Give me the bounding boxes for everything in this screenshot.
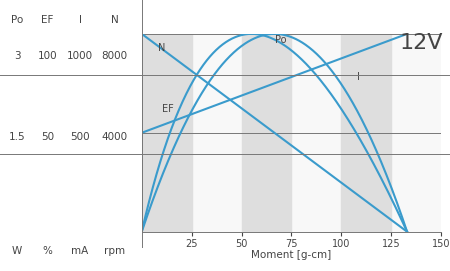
Text: I: I — [79, 15, 81, 25]
Text: 1000: 1000 — [67, 51, 93, 60]
Text: 4000: 4000 — [102, 132, 128, 142]
Text: 3: 3 — [14, 51, 20, 60]
Text: rpm: rpm — [104, 246, 125, 256]
Text: %: % — [42, 246, 52, 256]
Text: 100: 100 — [37, 51, 57, 60]
Text: N: N — [158, 43, 165, 53]
Bar — [142, 34, 192, 232]
Text: EF: EF — [41, 15, 54, 25]
Bar — [242, 34, 292, 232]
Text: N: N — [111, 15, 119, 25]
Text: 12V: 12V — [400, 33, 443, 53]
Text: 500: 500 — [70, 132, 90, 142]
Text: W: W — [12, 246, 22, 256]
Text: 1.5: 1.5 — [9, 132, 25, 142]
Text: 50: 50 — [40, 132, 54, 142]
X-axis label: Moment [g-cm]: Moment [g-cm] — [251, 250, 332, 260]
Text: EF: EF — [162, 104, 173, 114]
Text: mA: mA — [72, 246, 89, 256]
Text: Po: Po — [275, 35, 287, 45]
Text: 8000: 8000 — [102, 51, 128, 60]
Text: I: I — [357, 72, 360, 82]
Text: Po: Po — [11, 15, 23, 25]
Bar — [341, 34, 391, 232]
